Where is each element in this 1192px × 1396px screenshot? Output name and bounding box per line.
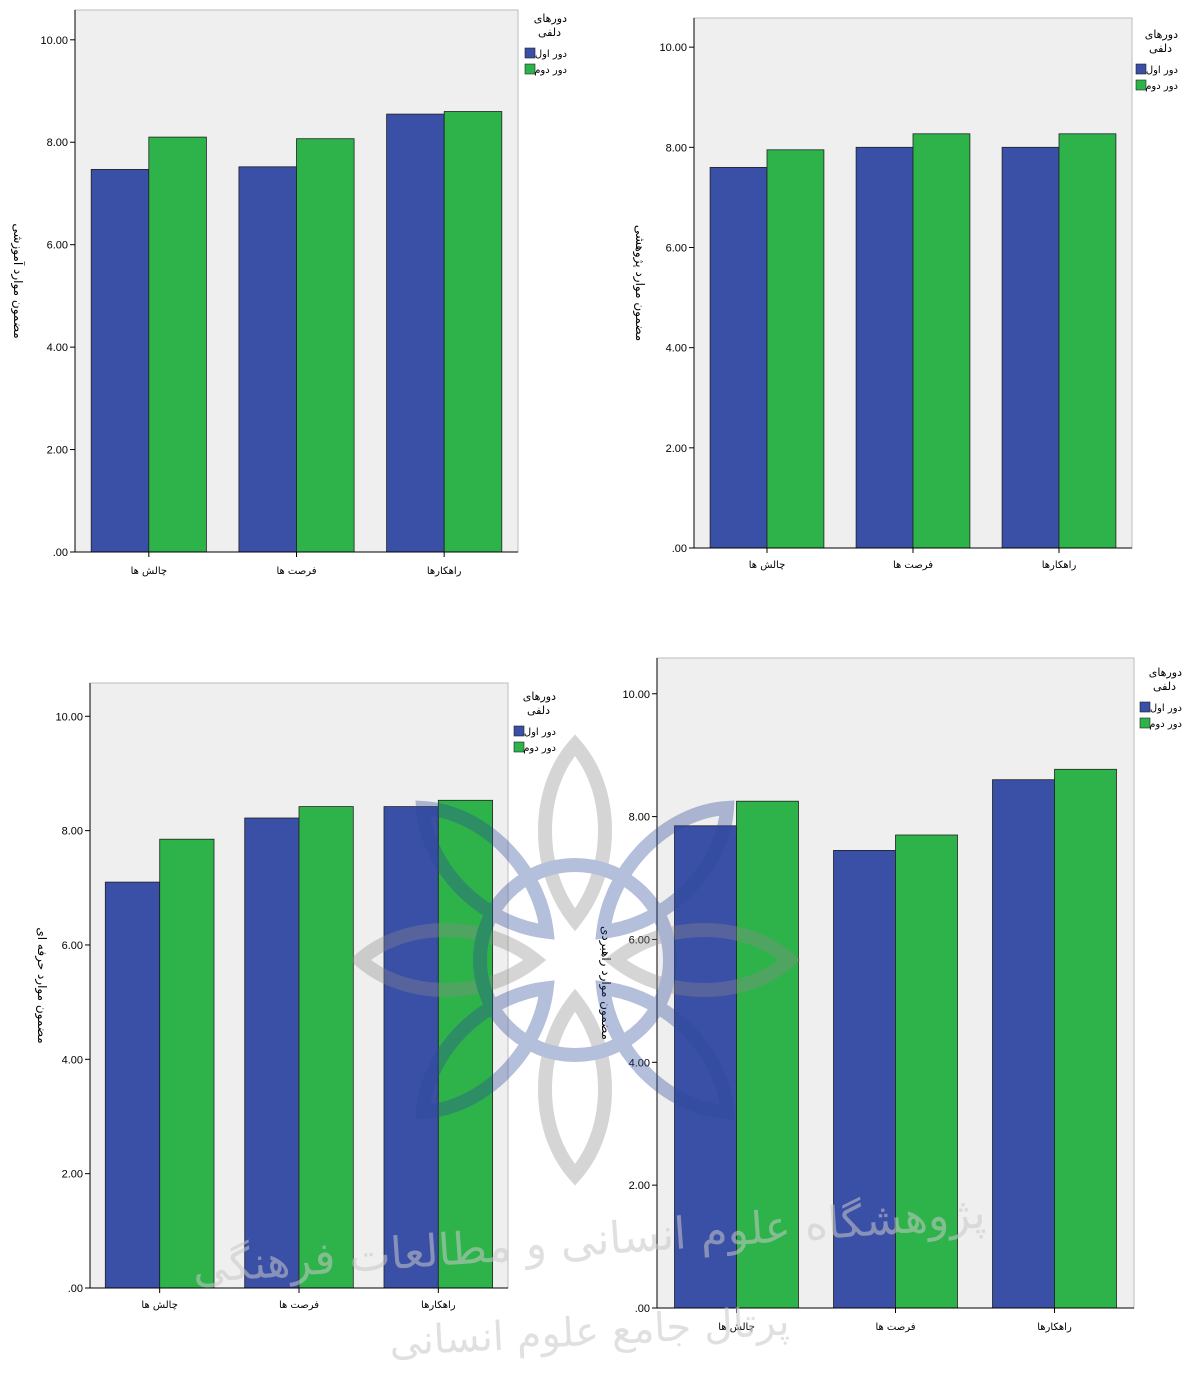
y-tick-label: 6.00 [666,242,687,254]
legend-swatch-2 [1139,717,1151,729]
legend-title-line-2: دلفی [1149,42,1172,55]
y-tick-label: .00 [53,547,68,559]
y-tick-label: .00 [672,543,687,555]
legend-entry-1: دور اول [1150,703,1182,714]
bar-round1-1 [709,166,768,549]
bar-round2-3 [1058,133,1117,549]
legend-entry-1: دور اول [1146,65,1178,76]
y-tick-label: 2.00 [666,443,687,455]
chart-panel-2: .00 2.00 4.00 6.00 8.00 10.00 چالش ها فرصت ها را… [632,17,1178,571]
legend-swatch-2 [1135,79,1147,91]
x-tick-label: راهکارها [1037,1322,1072,1333]
y-tick-label: .00 [68,1283,83,1295]
y-tick-label: 8.00 [666,142,687,154]
legend-entry-2: دور دوم [523,743,556,754]
y-tick-label: 6.00 [62,940,83,952]
legend-title-line-2: دلفی [527,704,550,717]
x-tick-label: فرصت ها [875,1322,915,1333]
x-tick-label: چالش ها [718,1322,755,1333]
bar-round1-1 [674,825,737,1309]
legend-swatch-2 [513,741,525,753]
bar-round1-3 [992,779,1055,1309]
bar-round1-2 [833,850,896,1309]
x-tick-label: چالش ها [131,566,168,577]
y-tick-label: 2.00 [62,1169,83,1181]
y-axis-label: مضمون موارد حرفه ای [34,927,49,1043]
legend-entry-1: دور اول [535,49,567,60]
legend-entry-2: دور دوم [1145,81,1178,92]
y-tick-label: 10.00 [622,689,650,701]
y-tick-label: .00 [635,1303,650,1315]
bar-round1-1 [104,881,161,1289]
legend-entry-2: دور دوم [534,65,567,76]
x-tick-label: راهکارها [421,1300,456,1311]
legend-title-line-2: دلفی [1153,680,1176,693]
y-axis-label: مضمون موارد آموزشی [10,223,26,338]
bar-round2-2 [895,834,958,1309]
x-tick-label: راهکارها [1042,560,1077,571]
x-tick-label: چالش ها [749,560,786,571]
y-tick-label: 6.00 [47,240,68,252]
bar-round2-2 [298,806,354,1289]
legend-title-line-1: دورهای [523,690,556,703]
x-tick-label: فرصت ها [279,1300,319,1311]
x-tick-label: فرصت ها [276,566,316,577]
legend-swatch-1 [524,47,536,59]
x-tick-label: چالش ها [141,1300,178,1311]
bar-round1-2 [855,146,914,549]
legend-title-line-1: دورهای [1145,28,1178,41]
chart-panel-3: .00 2.00 4.00 6.00 8.00 10.00 چالش ها فرصت ها را… [34,682,556,1311]
legend-entry-1: دور اول [524,727,556,738]
bar-round2-1 [148,136,207,553]
bar-round1-3 [1001,146,1060,549]
legend-title-line-1: دورهای [1149,666,1182,679]
bar-round1-3 [383,806,439,1289]
y-tick-label: 8.00 [47,137,68,149]
y-tick-label: 2.00 [47,445,68,457]
chart-panel-4: .00 2.00 4.00 6.00 8.00 10.00 چالش ها فرصت ها را… [598,657,1182,1333]
legend-swatch-1 [513,725,525,737]
y-tick-label: 4.00 [629,1057,650,1069]
y-tick-label: 8.00 [629,812,650,824]
bar-round1-2 [244,817,300,1289]
y-tick-label: 10.00 [55,711,83,723]
bar-round2-2 [912,133,971,549]
legend-entry-2: دور دوم [1149,719,1182,730]
legend-title-line-2: دلفی [538,26,561,39]
bar-round2-3 [437,799,493,1289]
y-axis-label: مضمون موارد راهبردی [598,926,613,1040]
bar-round1-2 [238,166,297,553]
legend-swatch-2 [524,63,536,75]
legend-swatch-1 [1135,63,1147,75]
chart-panel-1: .00 2.00 4.00 6.00 8.00 10.00 چالش ها فرصت ها را… [10,9,567,577]
bar-round1-1 [90,168,150,553]
y-tick-label: 2.00 [629,1180,650,1192]
bar-round2-3 [1054,768,1117,1309]
y-tick-label: 4.00 [666,343,687,355]
y-axis-label: مضمون موارد پژوهشی [632,225,647,341]
bar-round2-1 [159,838,215,1289]
y-tick-label: 4.00 [47,342,68,354]
legend-swatch-1 [1139,701,1151,713]
legend-title-line-1: دورهای [534,12,567,25]
y-tick-label: 6.00 [629,934,650,946]
y-tick-label: 8.00 [62,826,83,838]
y-tick-label: 4.00 [62,1054,83,1066]
x-tick-label: فرصت ها [893,560,933,571]
bar-round1-3 [386,113,445,553]
bar-round2-1 [736,800,799,1309]
bar-round2-2 [296,138,355,553]
bar-round2-3 [443,111,503,553]
x-tick-label: راهکارها [427,566,462,577]
bar-round2-1 [766,149,825,549]
y-tick-label: 10.00 [659,42,687,54]
y-tick-label: 10.00 [40,35,68,47]
